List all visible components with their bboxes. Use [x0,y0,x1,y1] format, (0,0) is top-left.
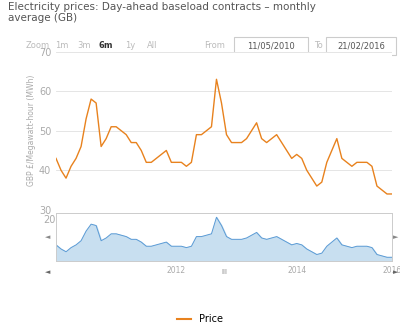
Text: 11/05/2010: 11/05/2010 [247,42,295,51]
Text: From: From [204,41,225,51]
Text: 21/02/2016: 21/02/2016 [337,42,385,51]
Text: 3m: 3m [77,41,91,51]
FancyBboxPatch shape [234,37,308,55]
Text: 6m: 6m [99,41,113,51]
Text: ◄: ◄ [45,234,51,240]
FancyBboxPatch shape [326,37,396,55]
Text: All: All [147,41,157,51]
Y-axis label: GBP £/Megawatt-hour (MWh): GBP £/Megawatt-hour (MWh) [27,75,36,186]
Text: ◄: ◄ [45,269,51,275]
Text: ►: ► [393,234,399,240]
Text: 1y: 1y [125,41,135,51]
Text: To: To [314,41,323,51]
Text: Zoom: Zoom [26,41,50,51]
Text: III: III [221,269,227,275]
Text: 1m: 1m [55,41,69,51]
Text: Electricity prices: Day-ahead baseload contracts – monthly
average (GB): Electricity prices: Day-ahead baseload c… [8,2,316,23]
Legend: Price: Price [173,310,227,328]
Text: ►: ► [393,269,399,275]
